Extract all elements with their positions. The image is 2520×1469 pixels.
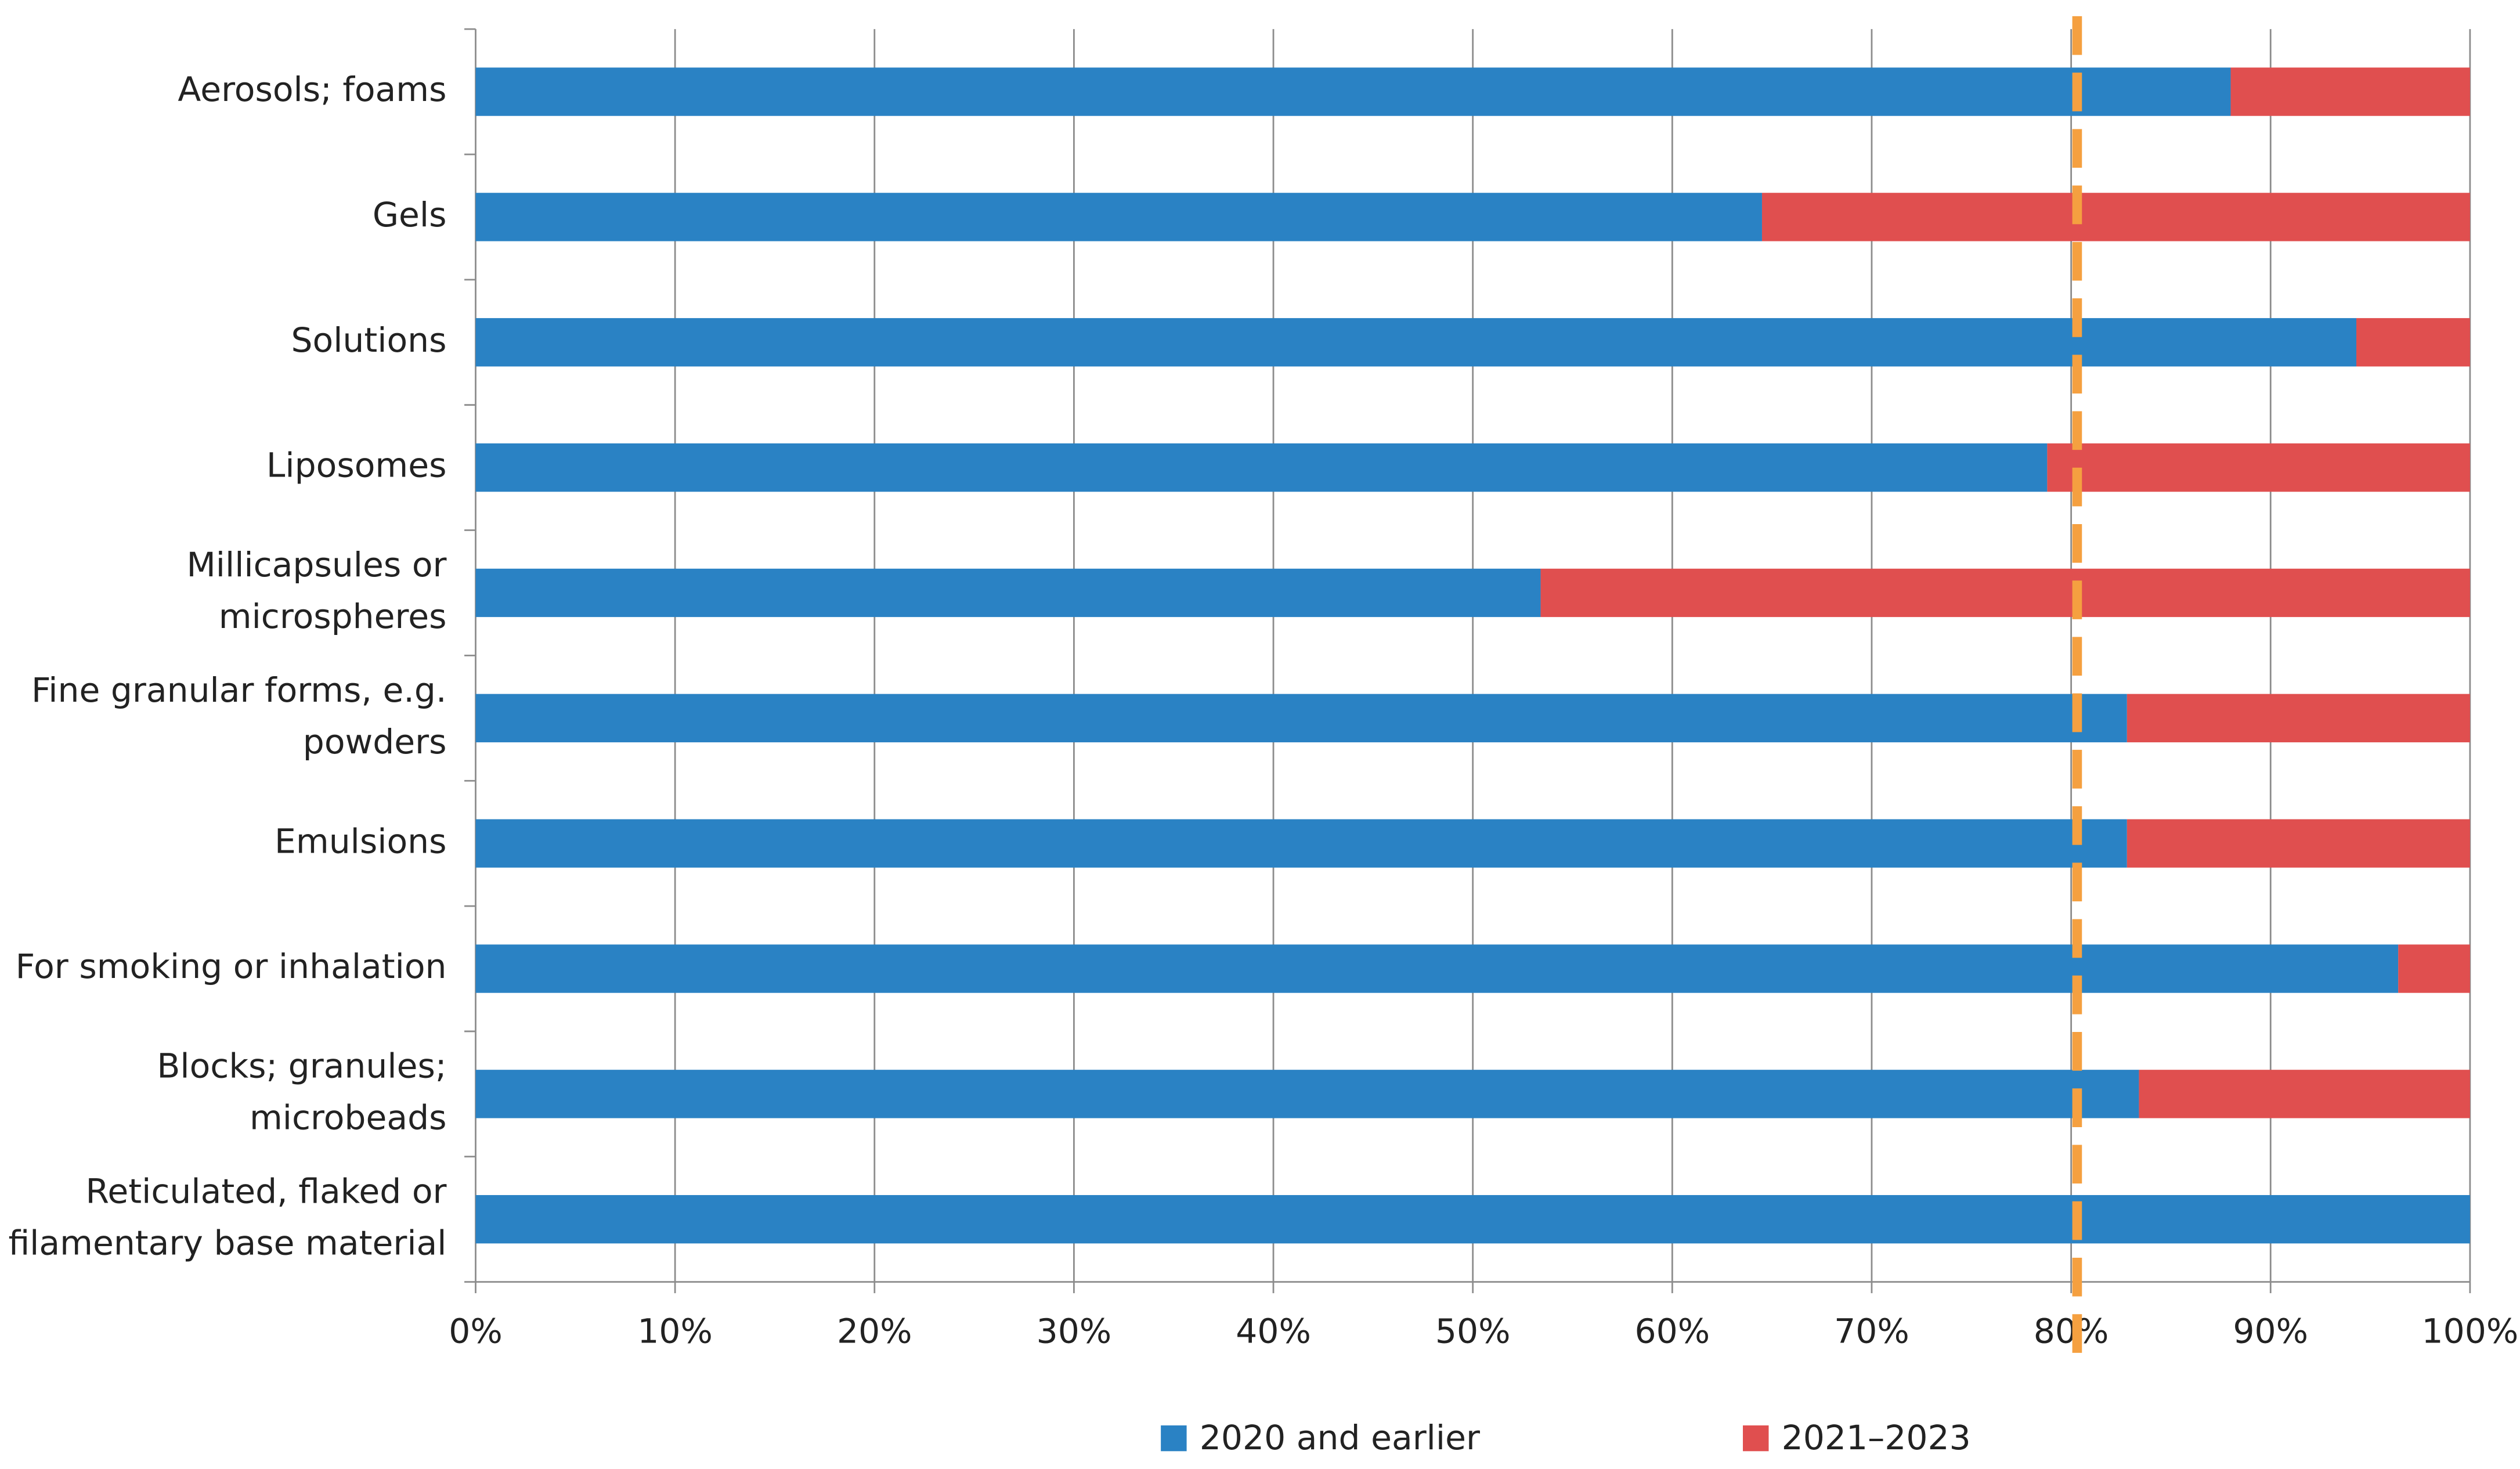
y-tick-label: microbeads	[250, 1098, 447, 1137]
bar-segment	[2398, 944, 2470, 993]
legend-swatch	[1161, 1425, 1187, 1452]
y-tick-label: Millicapsules or	[186, 545, 446, 584]
bar-segment	[1761, 193, 2470, 241]
bar-segment	[475, 568, 1541, 618]
y-tick-label: Solutions	[291, 320, 446, 360]
x-tick-label: 30%	[1037, 1312, 1112, 1351]
legend-swatch	[1743, 1425, 1769, 1452]
bar-segment	[2356, 318, 2470, 367]
y-tick-label: For smoking or inhalation	[16, 947, 447, 986]
x-tick-label: 10%	[637, 1312, 713, 1351]
x-tick-label: 60%	[1635, 1312, 1710, 1351]
y-tick-label: Liposomes	[266, 446, 447, 485]
legend-label: 2020 and earlier	[1200, 1418, 1480, 1457]
x-tick-label: 100%	[2421, 1312, 2518, 1351]
bar-segment	[2230, 67, 2470, 116]
bar-segment	[2139, 1070, 2470, 1118]
bar-segment	[475, 819, 2127, 868]
y-tick-label: powders	[303, 722, 447, 761]
x-tick-label: 70%	[1834, 1312, 1909, 1351]
bar-segment	[475, 318, 2357, 367]
x-tick-label: 90%	[2233, 1312, 2308, 1351]
x-tick-label: 20%	[837, 1312, 912, 1351]
x-tick-label: 40%	[1236, 1312, 1311, 1351]
bar-segment	[475, 1070, 2139, 1118]
y-tick-label: Emulsions	[275, 821, 446, 861]
bar-segment	[475, 67, 2231, 116]
legend-label: 2021–2023	[1782, 1418, 1971, 1457]
x-tick-label: 0%	[449, 1312, 503, 1351]
y-tick-label: Reticulated, flaked or	[85, 1171, 446, 1211]
y-tick-label: Fine granular forms, e.g.	[31, 670, 447, 710]
x-tick-label: 80%	[2034, 1312, 2109, 1351]
bar-segment	[475, 193, 1762, 241]
bar-segment	[475, 694, 2127, 742]
y-tick-label: Aerosols; foams	[178, 70, 446, 109]
bar-segment	[2127, 819, 2470, 868]
y-tick-label: microspheres	[219, 597, 447, 636]
bar-segment	[2047, 443, 2470, 492]
y-tick-label: Blocks; granules;	[157, 1046, 446, 1086]
bar-segment	[475, 1195, 2470, 1244]
bar-segment	[1540, 568, 2470, 618]
bar-segment	[2127, 694, 2470, 742]
y-tick-label: filamentary base material	[8, 1223, 446, 1262]
bar-segment	[475, 944, 2399, 993]
y-tick-label: Gels	[373, 195, 447, 234]
x-tick-label: 50%	[1435, 1312, 1511, 1351]
bar-segment	[475, 443, 2048, 492]
